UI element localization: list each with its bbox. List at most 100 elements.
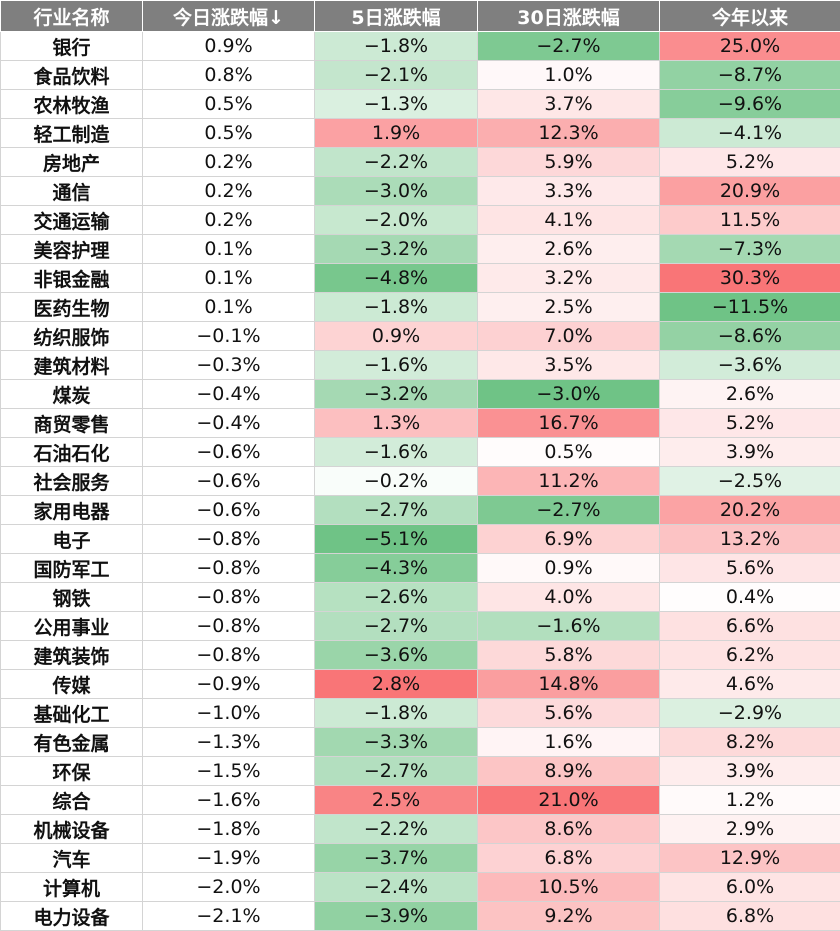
ytd-change-cell: 1.2% (660, 786, 840, 815)
industry-name-cell: 国防军工 (1, 554, 143, 583)
ytd-change-cell: 6.2% (660, 641, 840, 670)
30day-change-cell: 6.8% (478, 844, 660, 873)
today-change-cell: −0.9% (143, 670, 315, 699)
header-row: 行业名称 今日涨跌幅↓ 5日涨跌幅 30日涨跌幅 今年以来 (1, 1, 840, 32)
ytd-change-cell: 6.0% (660, 873, 840, 902)
5day-change-cell: 0.9% (315, 322, 478, 351)
today-change-cell: −0.3% (143, 351, 315, 380)
5day-change-cell: −2.4% (315, 873, 478, 902)
industry-name-cell: 基础化工 (1, 699, 143, 728)
industry-name-cell: 医药生物 (1, 293, 143, 322)
today-change-cell: −0.6% (143, 438, 315, 467)
30day-change-cell: 6.9% (478, 525, 660, 554)
industry-name-cell: 家用电器 (1, 496, 143, 525)
today-change-cell: 0.2% (143, 148, 315, 177)
30day-change-cell: 5.6% (478, 699, 660, 728)
today-change-cell: −1.0% (143, 699, 315, 728)
30day-change-cell: 3.5% (478, 351, 660, 380)
5day-change-cell: −3.2% (315, 380, 478, 409)
ytd-change-cell: −7.3% (660, 235, 840, 264)
table-row: 社会服务−0.6%−0.2%11.2%−2.5% (1, 467, 840, 496)
ytd-change-cell: −2.9% (660, 699, 840, 728)
ytd-change-cell: −8.7% (660, 61, 840, 90)
5day-change-cell: −1.8% (315, 293, 478, 322)
table-row: 综合−1.6%2.5%21.0%1.2% (1, 786, 840, 815)
30day-change-cell: 14.8% (478, 670, 660, 699)
30day-change-cell: 21.0% (478, 786, 660, 815)
table-row: 环保−1.5%−2.7%8.9%3.9% (1, 757, 840, 786)
ytd-change-cell: −9.6% (660, 90, 840, 119)
today-change-cell: −2.0% (143, 873, 315, 902)
ytd-change-cell: 6.6% (660, 612, 840, 641)
30day-change-cell: 4.1% (478, 206, 660, 235)
industry-name-cell: 机械设备 (1, 815, 143, 844)
ytd-change-cell: 25.0% (660, 32, 840, 61)
today-change-cell: −1.8% (143, 815, 315, 844)
industry-name-cell: 传媒 (1, 670, 143, 699)
5day-change-cell: −3.9% (315, 902, 478, 931)
5day-change-cell: 2.5% (315, 786, 478, 815)
header-5day-change[interactable]: 5日涨跌幅 (315, 1, 478, 32)
industry-name-cell: 电力设备 (1, 902, 143, 931)
30day-change-cell: 11.2% (478, 467, 660, 496)
industry-name-cell: 通信 (1, 177, 143, 206)
30day-change-cell: 2.5% (478, 293, 660, 322)
30day-change-cell: 12.3% (478, 119, 660, 148)
30day-change-cell: 8.6% (478, 815, 660, 844)
today-change-cell: −0.6% (143, 467, 315, 496)
30day-change-cell: 2.6% (478, 235, 660, 264)
industry-name-cell: 美容护理 (1, 235, 143, 264)
30day-change-cell: −3.0% (478, 380, 660, 409)
5day-change-cell: −3.0% (315, 177, 478, 206)
30day-change-cell: −2.7% (478, 32, 660, 61)
today-change-cell: 0.9% (143, 32, 315, 61)
industry-name-cell: 轻工制造 (1, 119, 143, 148)
today-change-cell: −1.9% (143, 844, 315, 873)
industry-name-cell: 纺织服饰 (1, 322, 143, 351)
5day-change-cell: 2.8% (315, 670, 478, 699)
table-row: 机械设备−1.8%−2.2%8.6%2.9% (1, 815, 840, 844)
header-30day-change[interactable]: 30日涨跌幅 (478, 1, 660, 32)
table-row: 有色金属−1.3%−3.3%1.6%8.2% (1, 728, 840, 757)
30day-change-cell: 5.8% (478, 641, 660, 670)
ytd-change-cell: 4.6% (660, 670, 840, 699)
5day-change-cell: −3.2% (315, 235, 478, 264)
industry-name-cell: 综合 (1, 786, 143, 815)
5day-change-cell: −1.6% (315, 438, 478, 467)
ytd-change-cell: 3.9% (660, 757, 840, 786)
30day-change-cell: 0.5% (478, 438, 660, 467)
5day-change-cell: −1.6% (315, 351, 478, 380)
industry-name-cell: 建筑装饰 (1, 641, 143, 670)
today-change-cell: 0.1% (143, 293, 315, 322)
today-change-cell: 0.8% (143, 61, 315, 90)
ytd-change-cell: 3.9% (660, 438, 840, 467)
5day-change-cell: −2.0% (315, 206, 478, 235)
today-change-cell: −2.1% (143, 902, 315, 931)
table-row: 计算机−2.0%−2.4%10.5%6.0% (1, 873, 840, 902)
5day-change-cell: −4.3% (315, 554, 478, 583)
5day-change-cell: −2.2% (315, 815, 478, 844)
table-row: 电子−0.8%−5.1%6.9%13.2% (1, 525, 840, 554)
today-change-cell: −0.4% (143, 409, 315, 438)
industry-name-cell: 交通运输 (1, 206, 143, 235)
today-change-cell: −0.8% (143, 525, 315, 554)
today-change-cell: −0.1% (143, 322, 315, 351)
ytd-change-cell: 2.9% (660, 815, 840, 844)
table-row: 建筑装饰−0.8%−3.6%5.8%6.2% (1, 641, 840, 670)
ytd-change-cell: −2.5% (660, 467, 840, 496)
industry-name-cell: 非银金融 (1, 264, 143, 293)
header-today-change[interactable]: 今日涨跌幅↓ (143, 1, 315, 32)
header-ytd-change[interactable]: 今年以来 (660, 1, 840, 32)
ytd-change-cell: 20.9% (660, 177, 840, 206)
ytd-change-cell: 8.2% (660, 728, 840, 757)
5day-change-cell: 1.3% (315, 409, 478, 438)
today-change-cell: −0.6% (143, 496, 315, 525)
table-row: 钢铁−0.8%−2.6%4.0%0.4% (1, 583, 840, 612)
30day-change-cell: 4.0% (478, 583, 660, 612)
header-industry-name[interactable]: 行业名称 (1, 1, 143, 32)
table-row: 煤炭−0.4%−3.2%−3.0%2.6% (1, 380, 840, 409)
